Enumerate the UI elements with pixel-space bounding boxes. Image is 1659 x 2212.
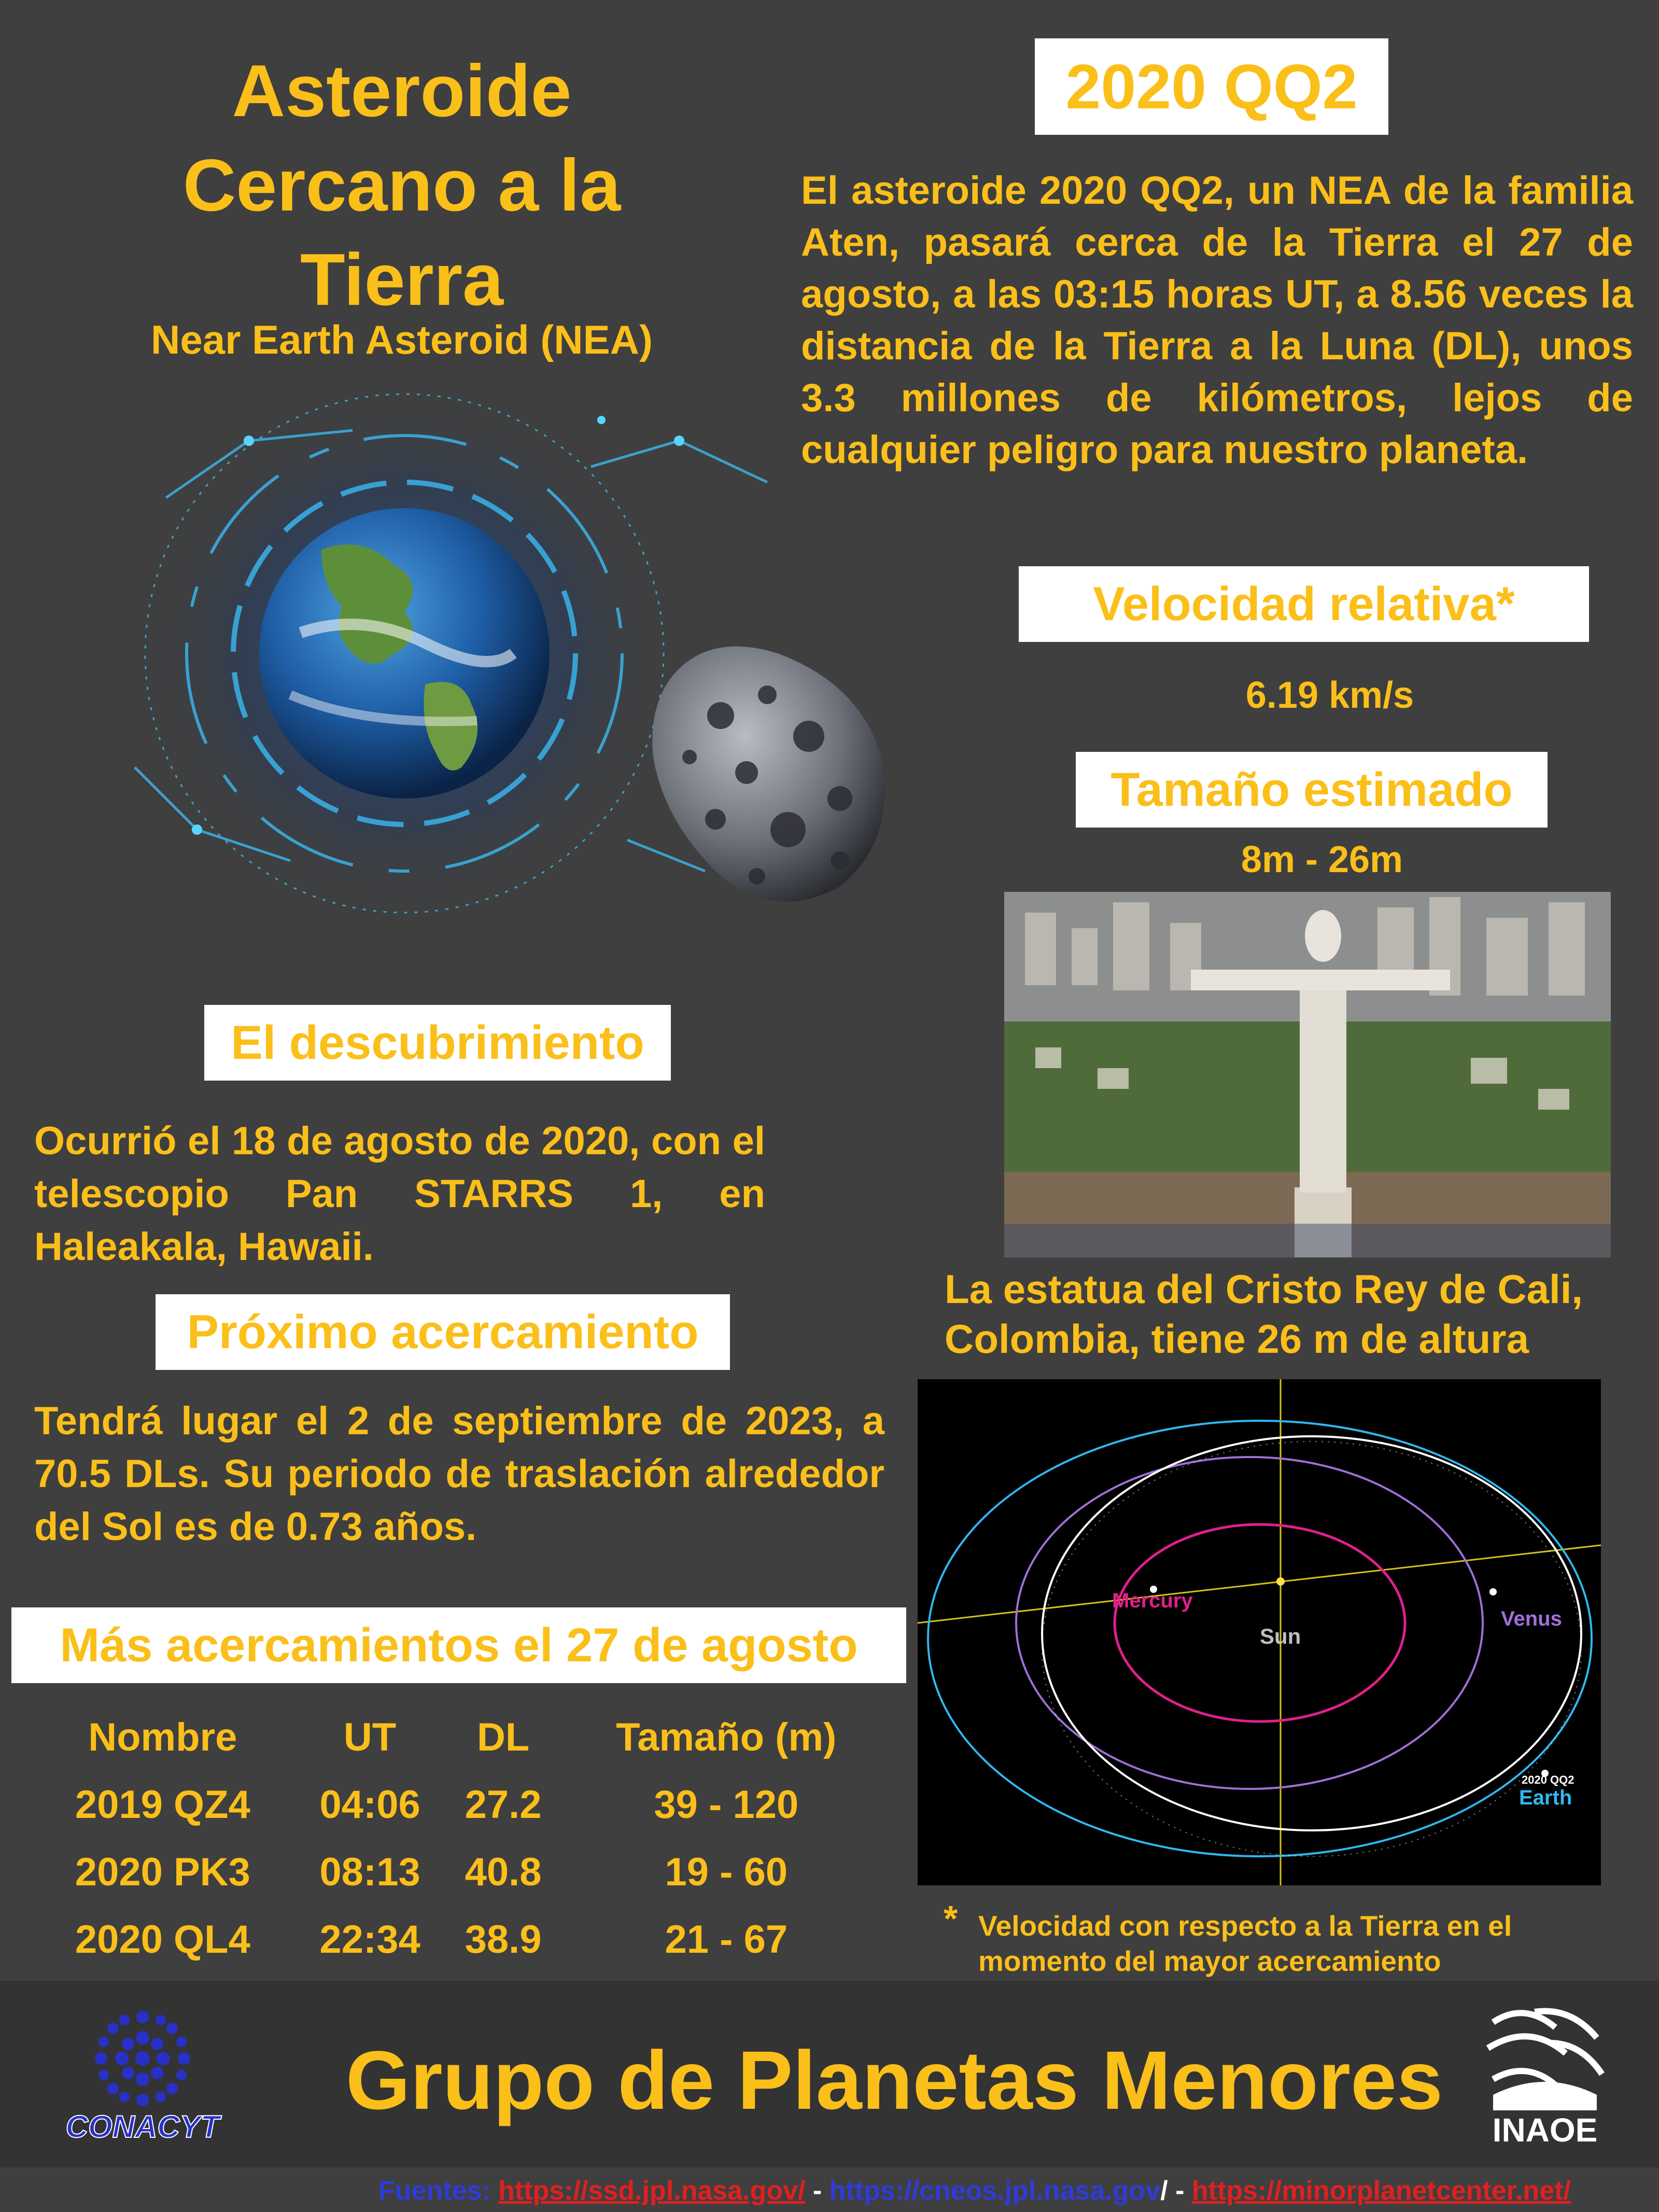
mercury-orbit — [1113, 1523, 1407, 1723]
poster-title: Asteroide Cercano a la Tierra — [78, 44, 726, 327]
table-header-ut: UT — [343, 1715, 397, 1759]
sources-label: Fuentes: — [378, 2176, 491, 2206]
cristo-rey-statue-photo — [1004, 892, 1611, 1257]
earth-marker — [1541, 1770, 1549, 1777]
table-cell: 2019 QZ4 — [75, 1782, 250, 1827]
venus-marker — [1489, 1588, 1497, 1595]
sources-line: Fuentes: https://ssd.jpl.nasa.gov/ - htt… — [378, 2175, 1571, 2206]
table-header-name: Nombre — [88, 1715, 237, 1759]
footer-band — [0, 1981, 1659, 2167]
asteroid-name-label: 2020 QQ2 — [1035, 38, 1388, 135]
intro-text: El asteroide 2020 QQ2, un NEA de la fami… — [801, 169, 1633, 472]
table-row: 2020 PK3 08:13 40.8 19 - 60 — [31, 1838, 892, 1906]
table-row: 2019 QZ4 04:06 27.2 39 - 120 — [31, 1771, 892, 1838]
earth-orbit — [927, 1420, 1593, 1857]
table-cell: 08:13 — [319, 1850, 420, 1894]
discovery-label: El descubrimiento — [204, 1005, 671, 1081]
earth-label: Earth — [1519, 1786, 1572, 1809]
title-line-1: Asteroide — [232, 50, 572, 132]
sun-marker — [1276, 1577, 1285, 1586]
footer-title: Grupo de Planetas Menores — [345, 2034, 1443, 2126]
inaoe-logo: INAOE — [1486, 2008, 1605, 2147]
size-value: 8m - 26m — [1241, 839, 1403, 880]
asteroid-orbit — [1041, 1435, 1582, 1831]
conacyt-logo: CONACYT — [65, 2011, 222, 2145]
statue-caption: La estatua del Cristo Rey de Cali, Colom… — [945, 1264, 1655, 1364]
inaoe-logo-text: INAOE — [1493, 2111, 1598, 2147]
table-header-size: Tamaño (m) — [616, 1715, 837, 1759]
table-cell: 38.9 — [465, 1917, 542, 1962]
source-link-ssd[interactable]: https://ssd.jpl.nasa.gov/ — [498, 2176, 806, 2206]
next-approach-label: Próximo acercamiento — [156, 1294, 730, 1370]
table-cell: 22:34 — [319, 1917, 420, 1962]
orbit-diagram: Mercury Venus Sun Earth 2020 QQ2 — [918, 1379, 1601, 1885]
conacyt-logo-text: CONACYT — [66, 2109, 222, 2144]
mercury-marker — [1150, 1586, 1157, 1593]
statue-caption-line-1: La estatua del Cristo Rey de Cali, — [945, 1266, 1583, 1312]
venus-orbit — [1015, 1456, 1484, 1790]
statue-caption-line-2: Colombia, tiene 26 m de altura — [945, 1316, 1529, 1362]
mercury-label: Mercury — [1112, 1589, 1193, 1612]
asteroid-label: 2020 QQ2 — [1522, 1773, 1574, 1786]
footnote-asterisk: * — [944, 1898, 958, 1939]
table-cell: 39 - 120 — [654, 1782, 799, 1827]
table-row: 2020 QL4 22:34 38.9 21 - 67 — [31, 1906, 892, 1973]
footnote-text: Velocidad con respecto a la Tierra en el… — [978, 1910, 1512, 1977]
source-link-mpc[interactable]: https://minorplanetcenter.net/ — [1191, 2176, 1571, 2206]
sun-label: Sun — [1260, 1624, 1301, 1648]
approaches-table: Nombre UT DL Tamaño (m) 2019 QZ4 04:06 2… — [31, 1703, 892, 1973]
title-line-3: Tierra — [300, 239, 504, 321]
table-cell: 04:06 — [319, 1782, 420, 1827]
table-cell: 2020 QL4 — [75, 1917, 250, 1962]
velocity-label: Velocidad relativa* — [1019, 566, 1589, 642]
ecliptic-axis-line — [918, 1544, 1601, 1624]
earth-asteroid-illustration — [134, 384, 885, 923]
table-header-row: Nombre UT DL Tamaño (m) — [31, 1703, 892, 1771]
size-label: Tamaño estimado — [1076, 752, 1548, 828]
discovery-text: Ocurrió el 18 de agosto de 2020, con el … — [34, 1119, 765, 1269]
table-cell: 2020 PK3 — [75, 1850, 250, 1894]
sources-separator: / - — [1160, 2176, 1192, 2206]
next-approach-text: Tendrá lugar el 2 de septiembre de 2023,… — [34, 1399, 884, 1549]
venus-label: Venus — [1501, 1607, 1562, 1630]
table-header-dl: DL — [476, 1715, 530, 1759]
more-approaches-label: Más acercamientos el 27 de agosto — [11, 1607, 906, 1683]
table-cell: 27.2 — [465, 1782, 542, 1827]
table-cell: 40.8 — [465, 1850, 542, 1894]
poster-subtitle: Near Earth Asteroid (NEA) — [151, 317, 653, 362]
velocity-value: 6.19 km/s — [1245, 675, 1414, 716]
sources-separator: - — [805, 2176, 830, 2206]
table-cell: 21 - 67 — [665, 1917, 788, 1962]
source-link-cneos[interactable]: https://cneos.jpl.nasa.gov — [829, 2176, 1161, 2206]
table-cell: 19 - 60 — [665, 1850, 788, 1894]
title-line-2: Cercano a la — [182, 144, 621, 227]
